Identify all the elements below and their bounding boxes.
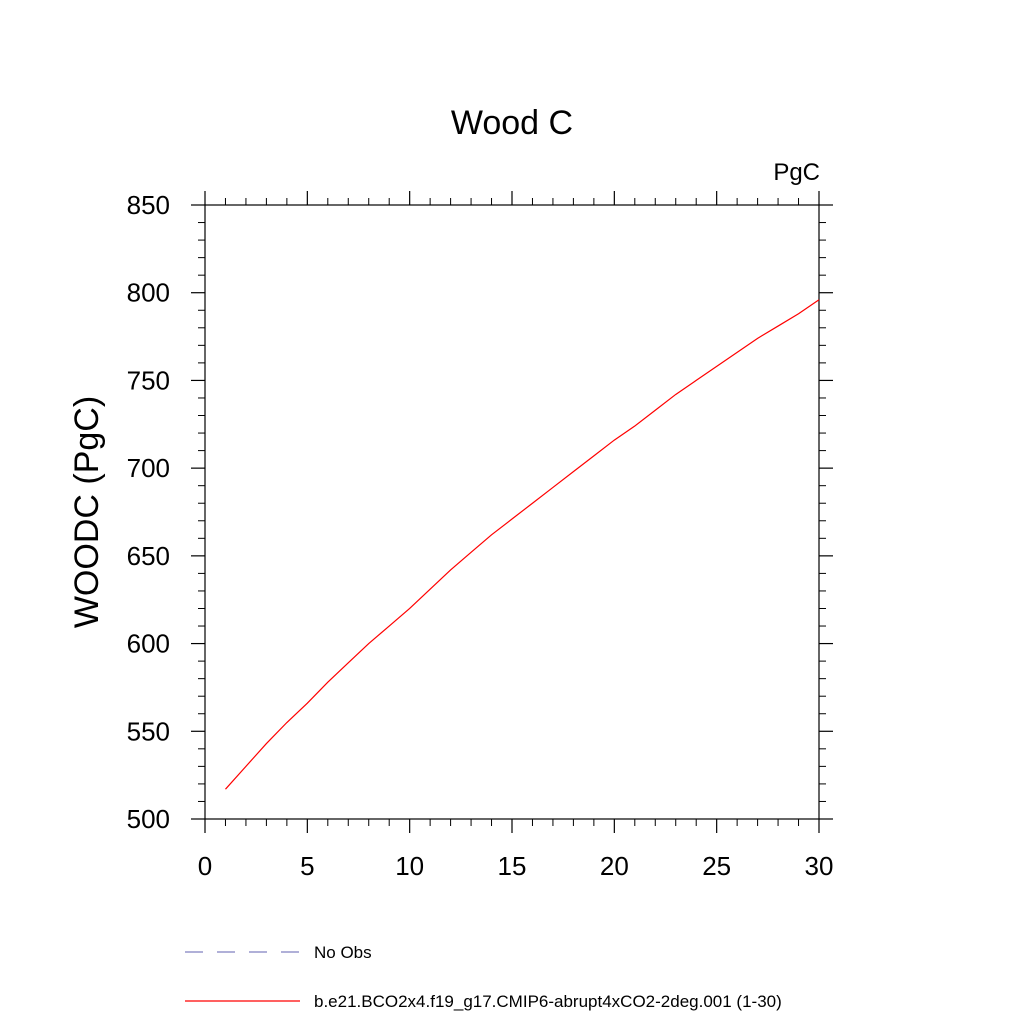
y-axis-label: WOODC (PgC) bbox=[68, 396, 106, 628]
chart-title: Wood C bbox=[451, 104, 573, 142]
y-tick-label: 750 bbox=[127, 365, 170, 395]
y-tick-label: 700 bbox=[127, 453, 170, 483]
x-tick-label: 15 bbox=[498, 851, 527, 881]
y-tick-label: 600 bbox=[127, 629, 170, 659]
x-tick-label: 0 bbox=[198, 851, 212, 881]
x-tick-label: 5 bbox=[300, 851, 314, 881]
x-tick-labels: 0 5 10 15 20 25 30 bbox=[198, 851, 834, 881]
y-tick-label: 500 bbox=[127, 804, 170, 834]
legend-label-1: b.e21.BCO2x4.f19_g17.CMIP6-abrupt4xCO2-2… bbox=[314, 992, 782, 1011]
y-tick-label: 550 bbox=[127, 716, 170, 746]
y-tick-label: 800 bbox=[127, 278, 170, 308]
series-layer bbox=[225, 299, 820, 790]
y-tick-label: 650 bbox=[127, 541, 170, 571]
x-tick-label: 25 bbox=[702, 851, 731, 881]
minor-ticks bbox=[198, 198, 826, 826]
y-tick-labels: 500 550 600 650 700 750 800 850 bbox=[127, 190, 170, 834]
legend: No Obs b.e21.BCO2x4.f19_g17.CMIP6-abrupt4… bbox=[185, 943, 782, 1011]
units-label: PgC bbox=[773, 159, 820, 186]
x-tick-label: 30 bbox=[805, 851, 834, 881]
y-tick-label: 850 bbox=[127, 190, 170, 220]
x-tick-label: 20 bbox=[600, 851, 629, 881]
series-line-1 bbox=[225, 299, 820, 790]
plot-frame bbox=[204, 204, 820, 820]
major-ticks bbox=[191, 191, 833, 833]
legend-label-0: No Obs bbox=[314, 943, 372, 962]
x-tick-label: 10 bbox=[395, 851, 424, 881]
